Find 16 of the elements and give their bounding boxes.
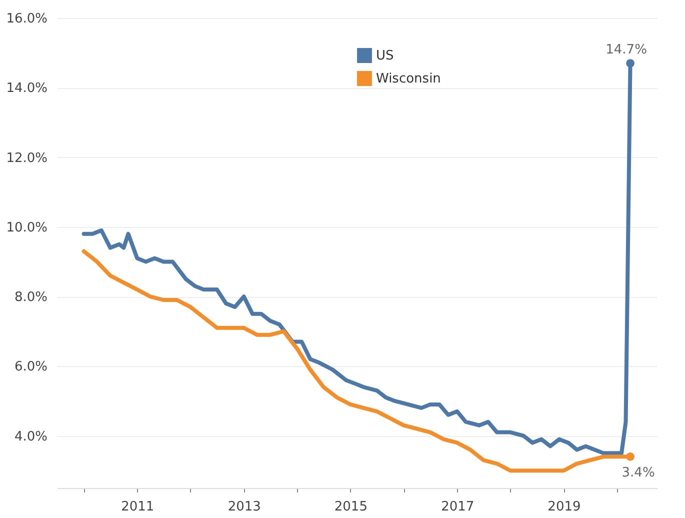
x-tick-label: 2017 <box>441 500 474 514</box>
y-tick-label: 12.0% <box>6 150 48 166</box>
legend-label: Wisconsin <box>376 72 441 86</box>
y-tick-label: 6.0% <box>14 360 48 375</box>
y-tick-label: 4.0% <box>14 429 48 444</box>
y-tick-label: 10.0% <box>6 220 48 236</box>
data-label: 3.4% <box>622 466 655 481</box>
y-tick-label: 8.0% <box>14 290 48 306</box>
x-tick-label: 2011 <box>121 500 154 514</box>
x-tick-label: 2013 <box>228 500 261 514</box>
legend-label: US <box>376 48 394 64</box>
x-tick-label: 2019 <box>548 500 581 514</box>
data-label: 14.7% <box>606 42 647 58</box>
y-tick-label: 14.0% <box>6 81 48 96</box>
y-tick-label: 16.0% <box>6 12 48 26</box>
x-tick-label: 2015 <box>334 500 368 514</box>
